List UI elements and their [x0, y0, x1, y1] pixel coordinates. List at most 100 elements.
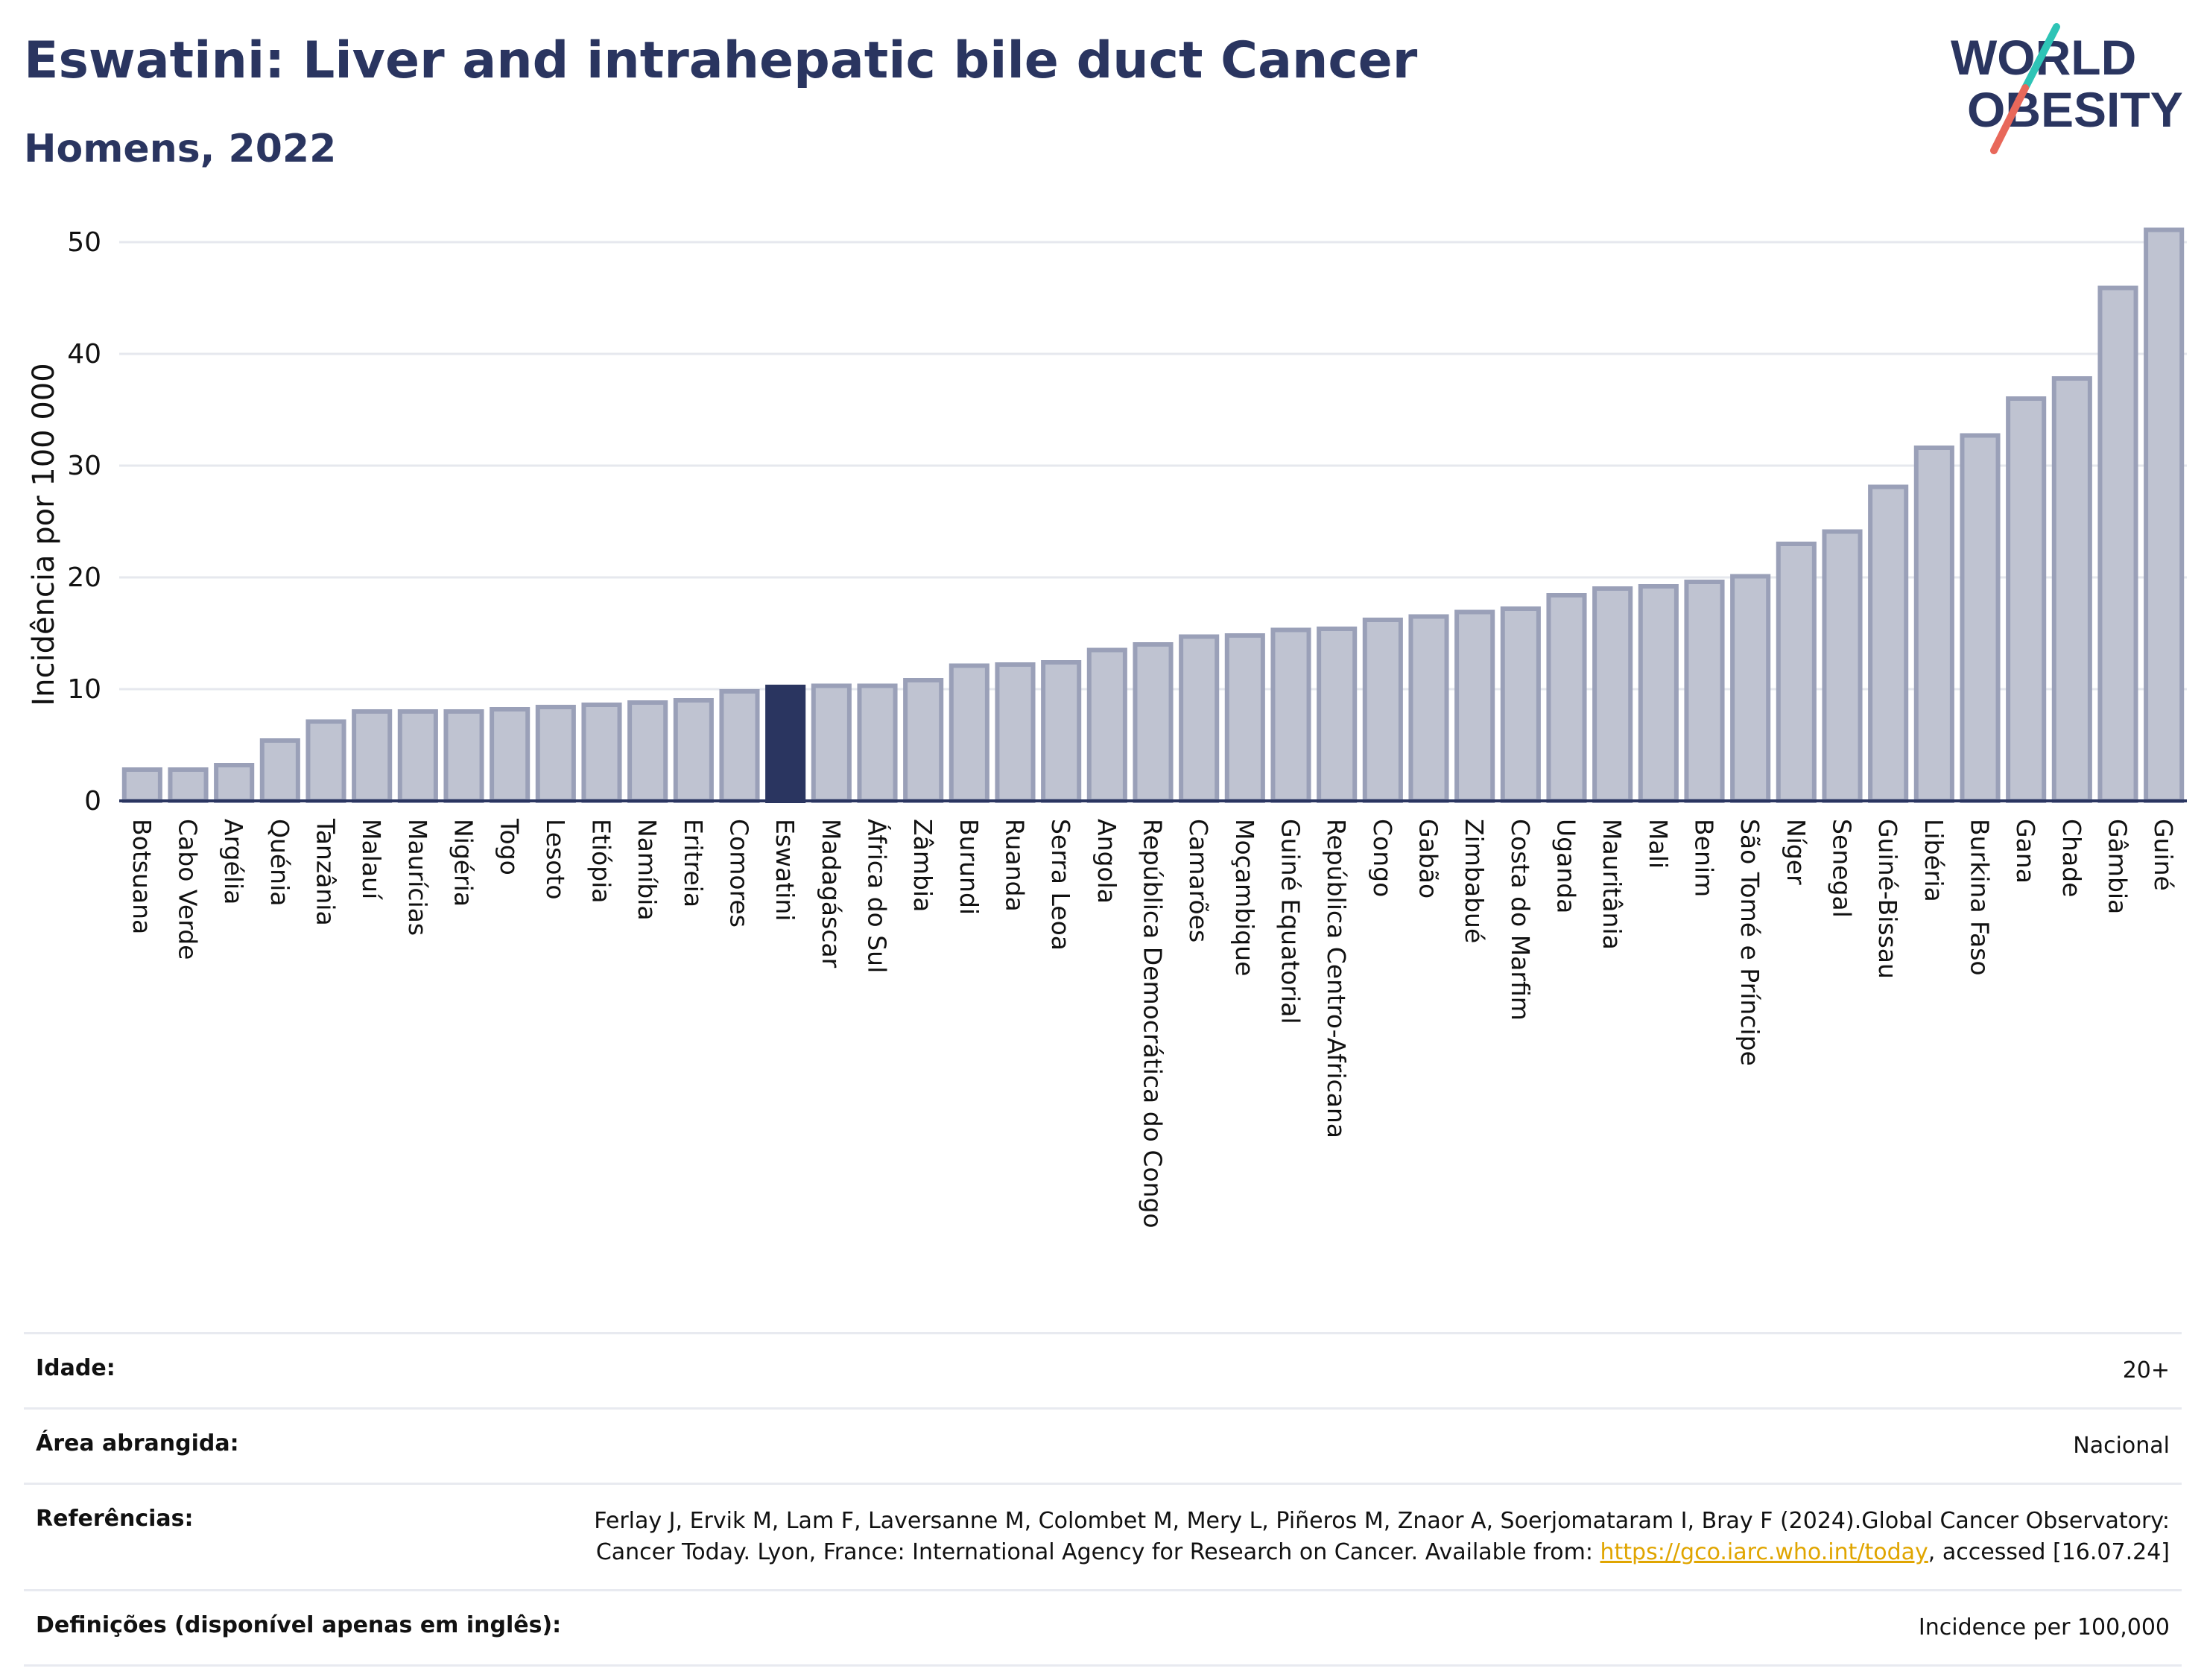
x-tick-label: Ruanda: [1001, 819, 1030, 912]
bar-costa-do-marfim: [1500, 606, 1541, 803]
bar-camar-es: [1179, 634, 1220, 803]
y-tick-label: 0: [84, 786, 101, 817]
x-tick-label: Chade: [2057, 819, 2086, 897]
bar-malau-: [352, 709, 393, 803]
x-tick-labels: Botsuana Cabo Verde Argélia Quénia Tanzânia M…: [127, 818, 2178, 1229]
x-tick-label: Serra Leoa: [1046, 819, 1075, 951]
x-tick-label: Etiópia: [587, 819, 616, 904]
bar-benim: [1684, 580, 1725, 803]
bar-nam-bia: [627, 700, 668, 803]
x-tick-label: Botsuana: [127, 819, 156, 934]
info-label-age: Idade:: [36, 1355, 115, 1381]
y-axis-label: Incidência por 100 000: [27, 363, 61, 706]
bar-congo: [1362, 618, 1403, 803]
bar-arg-lia: [214, 763, 255, 803]
y-tick-label: 40: [67, 339, 101, 370]
x-tick-label: Uganda: [1552, 819, 1581, 913]
y-tick-label: 10: [67, 674, 101, 705]
bar-lib-ria: [1913, 446, 1954, 803]
bar-z-mbia: [903, 678, 944, 803]
y-tick-label: 50: [67, 227, 101, 258]
x-tick-label: Guiné: [2149, 819, 2178, 891]
bar-tanz-nia: [305, 719, 346, 803]
bar-eti-pia: [581, 703, 622, 803]
x-tick-label: Cabo Verde: [174, 819, 203, 960]
bar-serra-leoa: [1041, 660, 1082, 803]
bar-eritreia: [673, 698, 714, 803]
info-label-area: Área abrangida:: [36, 1430, 239, 1456]
bar-s-o-tom-e-pr-ncipe: [1730, 574, 1771, 803]
x-tick-label: Burkina Faso: [1966, 819, 1995, 976]
bar-maur-cias: [397, 709, 438, 803]
bar-n-ger: [1776, 542, 1817, 803]
bar-guin-bissau: [1868, 484, 1909, 803]
y-tick-label: 30: [67, 451, 101, 481]
x-tick-label: Quénia: [265, 819, 294, 907]
x-tick-label: Malauí: [357, 819, 386, 901]
bar-rep-blica-democr-tica-do-congo: [1133, 642, 1174, 803]
info-row-references: Referências: Ferlay J, Ervik M, Lam F, L…: [24, 1483, 2182, 1589]
x-tick-label: Guiné Equatorial: [1276, 819, 1305, 1024]
bar-burundi: [949, 663, 989, 803]
bar-ruanda: [995, 662, 1036, 803]
info-row-age: Idade: 20+: [24, 1332, 2182, 1407]
y-tick-labels: 0 10 20 30 40 50: [67, 227, 101, 817]
x-tick-label: Togo: [495, 818, 524, 875]
bar-togo: [490, 707, 531, 803]
reference-accessed: , accessed [16.07.24]: [1928, 1539, 2170, 1565]
info-value-age: 20+: [2122, 1357, 2170, 1383]
bar-zimbabu-: [1454, 609, 1495, 803]
bar-botsuana: [121, 767, 162, 803]
x-tick-label: África do Sul: [863, 819, 893, 973]
bar-qu-nia: [259, 738, 300, 803]
x-tick-label: Argélia: [219, 819, 248, 904]
bar-gab-o: [1408, 614, 1449, 803]
x-tick-label: Mauritânia: [1597, 819, 1627, 950]
logo-slash-red: [1990, 84, 2029, 154]
y-tick-label: 20: [67, 562, 101, 593]
bar-madag-scar: [811, 683, 852, 803]
bar-gana: [2006, 396, 2047, 803]
info-value-definitions: Incidence per 100,000: [1918, 1614, 2170, 1641]
bar-guin-: [2144, 227, 2185, 803]
info-label-references: Referências:: [36, 1506, 194, 1532]
page-title: Eswatini: Liver and intrahepatic bile du…: [24, 31, 1418, 90]
bar-chart: 0 10 20 30 40 50 Botsuana Cabo Verde Argélia Qué…: [27, 227, 2187, 1229]
x-tick-label: Gana: [2011, 819, 2040, 884]
bar-chade: [2051, 376, 2092, 803]
reference-link[interactable]: https://gco.iarc.who.int/today: [1600, 1539, 1928, 1565]
bars: [121, 227, 2185, 803]
x-tick-label: Tanzânia: [311, 818, 341, 926]
x-tick-label: Eswatini: [770, 819, 799, 921]
x-tick-label: Burundi: [954, 819, 984, 915]
bar-burkina-faso: [1960, 433, 2001, 803]
info-row-area: Área abrangida: Nacional: [24, 1407, 2182, 1483]
x-tick-label: Namíbia: [633, 819, 662, 921]
world-obesity-logo: WORLD OBESITY: [1951, 23, 2183, 154]
bar-senegal: [1822, 529, 1863, 803]
bar-angola: [1086, 647, 1127, 803]
x-tick-label: Camarões: [1184, 819, 1213, 942]
x-tick-label: Maurícias: [403, 819, 432, 936]
x-tick-label: Congo: [1368, 819, 1397, 897]
x-tick-label: Benim: [1690, 819, 1719, 897]
x-tick-label: Libéria: [1919, 819, 1948, 902]
bar-cabo-verde: [168, 767, 209, 803]
bar--frica-do-sul: [857, 683, 898, 803]
page-subtitle: Homens, 2022: [24, 127, 337, 171]
bar-rep-blica-centro-africana: [1317, 627, 1358, 803]
bar-mali: [1638, 584, 1679, 803]
x-tick-label: Zâmbia: [908, 819, 937, 912]
info-value-area: Nacional: [2073, 1433, 2170, 1459]
bar-maurit-nia: [1592, 586, 1633, 803]
x-tick-label: Guiné-Bissau: [1873, 819, 1902, 979]
info-label-definitions: Definições (disponível apenas em inglês)…: [36, 1612, 562, 1638]
x-tick-label: Moçambique: [1230, 819, 1259, 976]
bar-mo-ambique: [1224, 633, 1265, 803]
x-tick-label: Comores: [725, 819, 754, 928]
bar-eswatini: [765, 685, 806, 803]
x-tick-label: Eritreia: [679, 819, 708, 907]
info-row-definitions: Definições (disponível apenas em inglês)…: [24, 1589, 2182, 1667]
x-tick-label: Gabão: [1414, 819, 1443, 898]
info-table: Idade: 20+ Área abrangida: Nacional Refe…: [24, 1332, 2182, 1667]
